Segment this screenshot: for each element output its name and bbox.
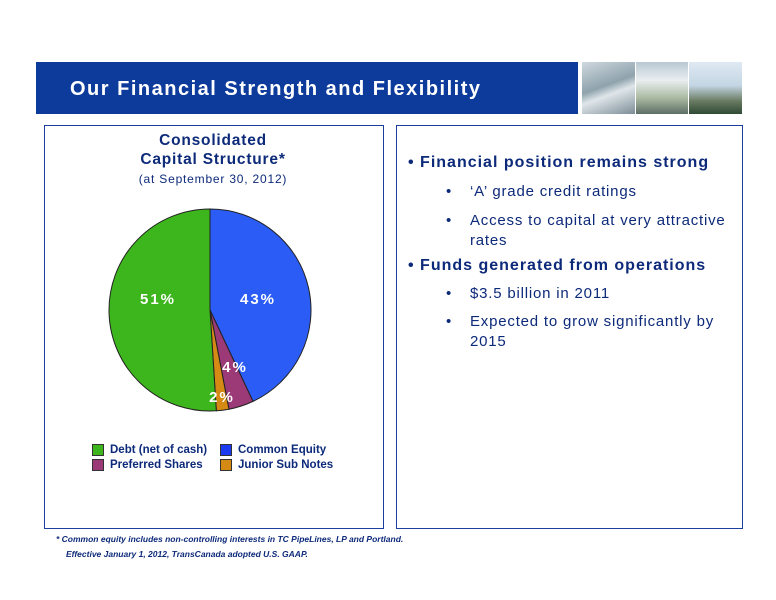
- legend-swatch-preferred-shares: [92, 459, 104, 471]
- legend-swatch-common-equity: [220, 444, 232, 456]
- pipeline-photo: [582, 62, 635, 114]
- legend-item-debt: Debt (net of cash): [92, 444, 207, 456]
- bullet-dot: •: [408, 154, 421, 171]
- legend-label-junior-sub-notes: Junior Sub Notes: [238, 459, 334, 471]
- pie-slice-debt-net-of-cash: [108, 208, 217, 412]
- chart-title: Consolidated Capital Structure*: [44, 131, 382, 169]
- bullet-1-sub-1: • ‘A’ grade credit ratings: [446, 182, 736, 202]
- worker-photo: [635, 62, 689, 114]
- bullet-1-sub-1-text: ‘A’ grade credit ratings: [470, 183, 637, 200]
- sub-bullet-dot: •: [446, 313, 453, 330]
- power-plant-photo: [689, 62, 743, 114]
- sub-bullet-dot: •: [446, 285, 453, 302]
- pie-slice-common-equity: [209, 208, 312, 403]
- bullet-dot: •: [408, 257, 421, 274]
- bullet-2: • Funds generated from operations: [408, 257, 706, 275]
- bullet-2-sub-2-text: Expected to grow significantly by 2015: [470, 313, 715, 350]
- bullet-2-text: Funds generated from operations: [420, 257, 707, 274]
- footnote: * Common equity includes non-controlling…: [56, 532, 403, 562]
- footnote-line1: * Common equity includes non-controlling…: [56, 534, 404, 544]
- chart-subtitle: (at September 30, 2012): [138, 172, 288, 186]
- legend-swatch-debt: [92, 444, 104, 456]
- title-banner: [36, 62, 578, 114]
- sub-bullet-dot: •: [446, 212, 453, 229]
- bullet-1: • Financial position remains strong: [408, 154, 709, 172]
- legend-label-debt: Debt (net of cash): [110, 444, 208, 456]
- bullet-2-sub-2: • Expected to grow significantly by 2015: [446, 312, 736, 352]
- legend-swatch-junior-sub-notes: [220, 459, 232, 471]
- bullet-1-sub-2-text: Access to capital at very attractive rat…: [470, 212, 726, 249]
- legend-item-preferred-shares: Preferred Shares: [92, 459, 203, 471]
- bullet-2-sub-1-text: $3.5 billion in 2011: [470, 285, 610, 302]
- legend-label-common-equity: Common Equity: [238, 444, 327, 456]
- bullet-1-text: Financial position remains strong: [420, 154, 710, 171]
- legend-item-junior-sub-notes: Junior Sub Notes: [220, 459, 333, 471]
- page-title: Our Financial Strength and Flexibility: [70, 78, 482, 100]
- bullets-panel: [396, 125, 743, 529]
- chart-title-line1: Consolidated: [159, 132, 267, 149]
- pie-label-junior-sub-notes: 2%: [209, 389, 235, 406]
- pie-label-preferred-shares: 4%: [222, 359, 248, 376]
- footnote-line2: Effective January 1, 2012, TransCanada a…: [66, 549, 308, 559]
- chart-title-line2: Capital Structure*: [140, 151, 286, 168]
- bullet-1-sub-2: • Access to capital at very attractive r…: [446, 211, 736, 251]
- pie-label-debt-net-of-cash: 51%: [140, 291, 176, 308]
- legend-label-preferred-shares: Preferred Shares: [110, 459, 203, 471]
- photo-strip: [582, 62, 743, 114]
- sub-bullet-dot: •: [446, 183, 453, 200]
- pie-label-common-equity: 43%: [240, 291, 276, 308]
- legend-item-common-equity: Common Equity: [220, 444, 326, 456]
- bullet-2-sub-1: • $3.5 billion in 2011: [446, 284, 736, 304]
